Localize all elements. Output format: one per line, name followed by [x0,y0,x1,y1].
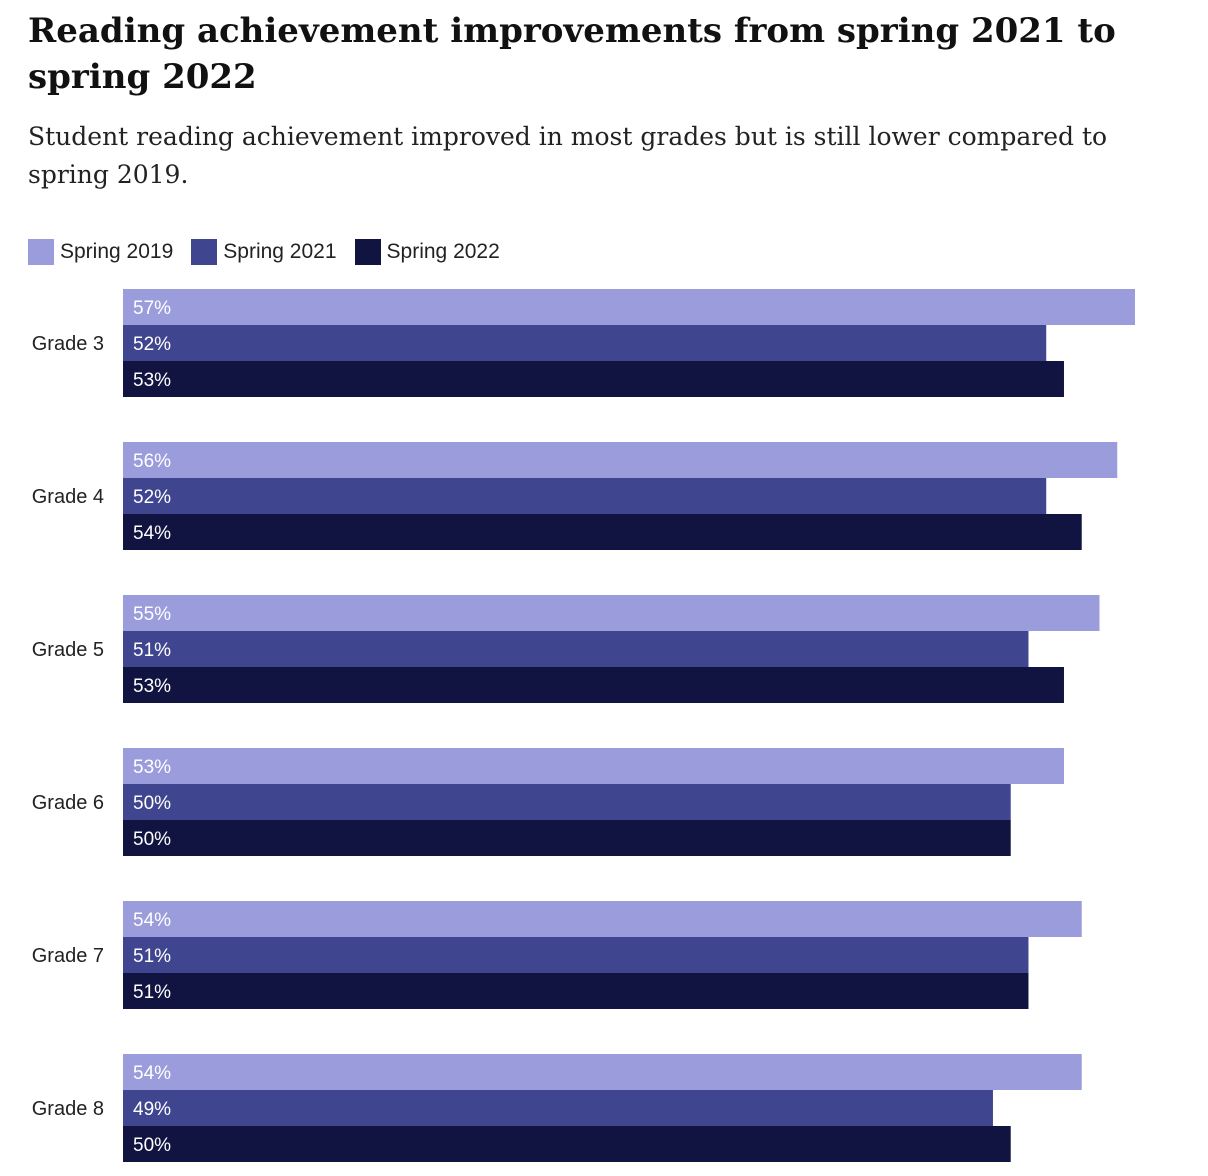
legend-item-spring-2019: Spring 2019 [28,239,173,265]
data-label: 55% [133,604,171,625]
bar-grade-5-spring-2022 [123,667,1064,703]
bar-grade-6-spring-2021 [123,784,1011,820]
bar-grade-8-spring-2022 [123,1126,1011,1162]
bar-group-grade-5: Grade 5 55% 51% 53% [32,595,1100,703]
bar-grade-5-spring-2021 [123,631,1029,667]
bar-grade-7-spring-2019 [123,901,1082,937]
data-label: 50% [133,829,171,850]
data-label: 50% [133,1135,171,1156]
legend-label-spring-2022: Spring 2022 [386,240,500,263]
data-label: 53% [133,676,171,697]
bar-group-grade-7: Grade 7 54% 51% 51% [32,901,1082,1009]
bar-group-grade-3: Grade 3 57% 52% 53% [32,289,1135,397]
bar-grade-8-spring-2019 [123,1054,1082,1090]
bar-group-grade-6: Grade 6 53% 50% 50% [32,748,1064,856]
legend-swatch-spring-2019 [28,239,54,265]
bar-grade-4-spring-2019 [123,442,1118,478]
bar-group-grade-4: Grade 4 56% 52% 54% [32,442,1118,550]
bar-grade-8-spring-2021 [123,1090,993,1126]
category-label: Grade 3 [32,333,104,355]
legend-item-spring-2021: Spring 2021 [191,239,337,265]
data-label: 49% [133,1099,171,1120]
data-label: 57% [133,298,171,319]
data-label: 53% [133,757,171,778]
category-label: Grade 5 [32,639,104,661]
category-label: Grade 6 [32,792,104,814]
data-label: 54% [133,910,171,931]
category-label: Grade 4 [32,486,104,508]
data-label: 53% [133,370,171,391]
bar-grade-7-spring-2022 [123,973,1029,1009]
bar-grade-3-spring-2022 [123,361,1064,397]
category-label: Grade 7 [32,945,104,967]
bar-chart: Grade 3 57% 52% 53% Grade 4 56% 52% 54% Grade 5 5… [32,289,1135,1162]
data-label: 54% [133,523,171,544]
bar-grade-5-spring-2019 [123,595,1100,631]
bar-grade-4-spring-2021 [123,478,1047,514]
data-label: 54% [133,1063,171,1084]
data-label: 52% [133,334,171,355]
chart-subtitle: Student reading achievement improved in … [28,122,1108,189]
legend-swatch-spring-2022 [354,239,381,265]
bar-grade-3-spring-2019 [123,289,1135,325]
data-label: 51% [133,946,171,967]
data-label: 50% [133,793,171,814]
bar-grade-6-spring-2022 [123,820,1011,856]
bar-grade-3-spring-2021 [123,325,1047,361]
legend-item-spring-2022: Spring 2022 [354,239,500,265]
legend: Spring 2019 Spring 2021 Spring 2022 [28,238,518,266]
data-label: 51% [133,982,171,1003]
bar-grade-7-spring-2021 [123,937,1029,973]
bar-group-grade-8: Grade 8 54% 49% 50% [32,1054,1082,1162]
chart-title: Reading achievement improvements from sp… [28,11,1116,97]
bar-grade-6-spring-2019 [123,748,1064,784]
data-label: 56% [133,451,171,472]
legend-label-spring-2021: Spring 2021 [223,240,337,263]
bar-grade-4-spring-2022 [123,514,1082,550]
legend-label-spring-2019: Spring 2019 [60,240,174,263]
category-label: Grade 8 [32,1098,104,1120]
data-label: 52% [133,487,171,508]
data-label: 51% [133,640,171,661]
legend-swatch-spring-2021 [191,239,218,265]
